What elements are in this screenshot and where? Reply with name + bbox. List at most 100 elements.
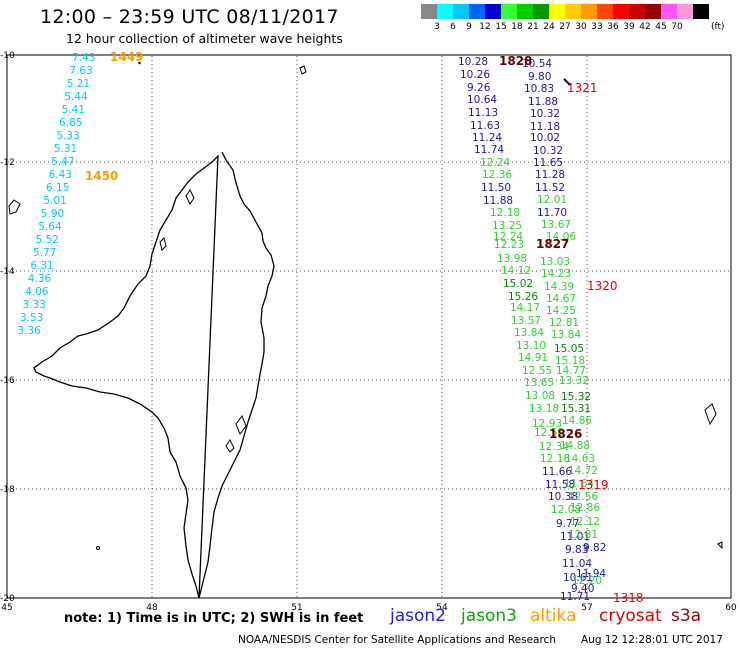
- altika-swh: 6.85: [59, 117, 82, 129]
- jason2-swh: 9.26: [467, 82, 491, 94]
- jason3-swh: 12.86: [570, 502, 600, 514]
- jason2-swh: 9.82: [583, 542, 606, 554]
- jason3-swh: 13.18: [529, 403, 559, 415]
- madagascar-coastline: [33, 151, 275, 599]
- jason3-swh: 14.63: [565, 453, 595, 465]
- jason2-swh: 9.83: [565, 544, 588, 556]
- lat-label: -18: [0, 485, 15, 495]
- jason3-swh: 12.55: [522, 365, 552, 377]
- jason3-swh: 12.56: [568, 491, 598, 503]
- jason2-swh: 11.70: [537, 207, 567, 219]
- altika-swh: 6.43: [49, 169, 72, 181]
- altika-swh: 5.41: [62, 104, 85, 116]
- map-frame: [6, 54, 732, 599]
- altika-swh: 7.43: [72, 52, 95, 64]
- satellite-jason2: jason2: [390, 606, 446, 626]
- jason3-swh: 13.84: [514, 327, 544, 339]
- jason3-swh: 12.50: [534, 427, 564, 439]
- altika-swh: 5.64: [38, 221, 62, 233]
- islands: [8, 65, 723, 550]
- jason2-swh: 9.40: [571, 583, 594, 595]
- altika-swh: 5.31: [54, 143, 77, 155]
- axis-labels: 45 48 51 54 57 60 -10 -12 -14 -16 -18 -20: [0, 51, 737, 613]
- altika-swh: 4.36: [28, 273, 52, 285]
- jason3-swh: 13.98: [497, 253, 527, 265]
- legend-value: 12: [479, 22, 491, 32]
- legend-value: 30: [575, 22, 587, 32]
- jason3-swh: 13.25: [492, 220, 522, 232]
- jason3-swh: 13.65: [524, 377, 554, 389]
- legend-value: 33: [591, 22, 603, 32]
- jason3-swh: 12.93: [532, 418, 562, 430]
- jason3-swh: 12.81: [549, 317, 579, 329]
- jason3-swh: 14.88: [560, 440, 590, 452]
- legend-value: 9: [466, 22, 472, 32]
- chart-subtitle: 12 hour collection of altimeter wave hei…: [66, 31, 343, 46]
- jason3-swh: 13.57: [511, 315, 541, 327]
- jason2-swh: 11.18: [530, 121, 560, 133]
- jason2-swh: 11.74: [474, 144, 504, 156]
- cryosat-time: 1319: [578, 478, 609, 492]
- legend-value: 6: [450, 22, 456, 32]
- jason3-swh: 14.17: [510, 302, 540, 314]
- jason2-swh: 10.28: [458, 56, 488, 68]
- cryosat-time: 1321: [567, 81, 598, 95]
- jason3-swh: 11.64: [564, 478, 594, 490]
- jason2-swh: 11.52: [535, 182, 565, 194]
- jason3-swh: 12.18: [540, 453, 570, 465]
- jason3-swh: 12.81: [568, 529, 598, 541]
- jason2-swh: 10.32: [533, 145, 563, 157]
- lat-label: -20: [0, 594, 15, 604]
- lon-label: 54: [436, 603, 448, 613]
- altika-swh: 5.90: [41, 208, 64, 220]
- jason2-swh: 11.65: [533, 157, 563, 169]
- altika-swh: 6.15: [46, 182, 69, 194]
- satellite-s3a: s3a: [671, 606, 702, 626]
- jason2-time: 1827: [536, 237, 569, 251]
- jason2-swh: 11.71: [560, 591, 590, 603]
- jason3-swh: 12.24: [493, 231, 523, 243]
- jason3-swh: 15.18: [555, 355, 585, 367]
- legend-value: 24: [543, 22, 555, 32]
- legend-value: 42: [639, 22, 651, 32]
- jason3-swh: 12.08: [551, 504, 581, 516]
- jason3-swh: 15.02: [503, 278, 533, 290]
- jason2-swh: 11.28: [535, 169, 565, 181]
- jason3-swh: 13.67: [541, 219, 571, 231]
- jason2-swh: 10.83: [524, 83, 554, 95]
- jason3-swh: 15.05: [554, 343, 584, 355]
- altika-swh: 3.33: [23, 299, 46, 311]
- altika-swh: 7.63: [69, 65, 92, 77]
- jason3-swh: 15.32: [561, 391, 591, 403]
- jason2-swh: 11.50: [481, 182, 511, 194]
- jason2-swh: 10.02: [530, 132, 560, 144]
- wave-height-labels: 7.437.635.215.445.416.855.335.315.476.43…: [17, 50, 643, 605]
- altika-swh: 5.52: [36, 234, 59, 246]
- jason2-swh: 10.64: [467, 94, 497, 106]
- jason3-swh: 14.77: [556, 365, 586, 377]
- jason3-swh: 13.84: [551, 329, 581, 341]
- legend-value: 39: [623, 22, 635, 32]
- jason3-swh: 12.36: [482, 169, 512, 181]
- jason3-swh: 14.06: [546, 231, 576, 243]
- jason3-swh: 14.67: [546, 293, 576, 305]
- jason3-swh: 12.24: [480, 157, 510, 169]
- jason2-swh: 10.26: [460, 69, 490, 81]
- lat-label: -14: [0, 267, 15, 277]
- footer-credit: NOAA/NESDIS Center for Satellite Applica…: [238, 634, 556, 646]
- legend-swatch: [693, 4, 710, 19]
- lon-label: 51: [291, 603, 302, 613]
- jason2-swh: 11.01: [560, 531, 590, 543]
- altika-swh: 3.53: [20, 312, 43, 324]
- jason2-time: 1828: [499, 54, 532, 68]
- altika-swh: 5.33: [56, 130, 79, 142]
- jason3-swh: 14.72: [568, 465, 598, 477]
- jason2-swh: 11.63: [470, 120, 500, 132]
- cryosat-time: 1318: [613, 591, 644, 605]
- jason3-swh: 12.12: [570, 516, 600, 528]
- lon-label: 45: [1, 603, 12, 613]
- altika-time: 1449: [110, 50, 143, 64]
- jason3-swh: 12.18: [490, 207, 520, 219]
- legend-value: 15: [495, 22, 507, 32]
